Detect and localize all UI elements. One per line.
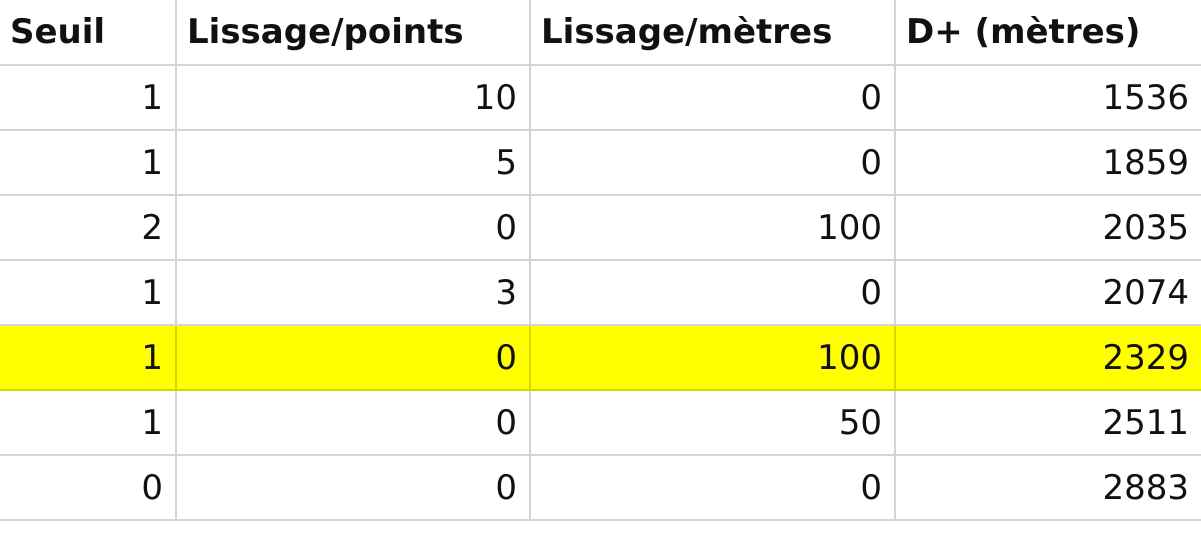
table-row: 1 0 50 2511 <box>0 389 1201 456</box>
cell-lissage-metres[interactable]: 0 <box>529 454 896 521</box>
cell-lissage-metres[interactable]: 0 <box>529 64 896 131</box>
cell-d-plus[interactable]: 1536 <box>894 64 1201 131</box>
cell-lissage-points[interactable]: 0 <box>175 194 531 261</box>
cell-seuil[interactable]: 1 <box>0 259 177 326</box>
cell-lissage-metres[interactable]: 100 <box>529 194 896 261</box>
cell-d-plus[interactable]: 2511 <box>894 389 1201 456</box>
table-row: 0 0 0 2883 <box>0 454 1201 521</box>
cell-lissage-points[interactable]: 0 <box>175 454 531 521</box>
cell-lissage-points[interactable]: 0 <box>175 389 531 456</box>
cell-seuil[interactable]: 1 <box>0 129 177 196</box>
table-row: 2 0 100 2035 <box>0 194 1201 261</box>
cell-lissage-points[interactable]: 5 <box>175 129 531 196</box>
table-row: 1 5 0 1859 <box>0 129 1201 196</box>
cell-lissage-points[interactable]: 0 <box>175 324 531 391</box>
cell-lissage-points[interactable]: 3 <box>175 259 531 326</box>
header-cell-lissage-metres[interactable]: Lissage/mètres <box>529 0 896 66</box>
header-cell-d-plus[interactable]: D+ (mètres) <box>894 0 1201 66</box>
cell-d-plus[interactable]: 2329 <box>894 324 1201 391</box>
spreadsheet-table: Seuil Lissage/points Lissage/mètres D+ (… <box>0 0 1201 521</box>
cell-seuil[interactable]: 1 <box>0 324 177 391</box>
cell-lissage-metres[interactable]: 100 <box>529 324 896 391</box>
table-row: 1 10 0 1536 <box>0 64 1201 131</box>
cell-d-plus[interactable]: 2883 <box>894 454 1201 521</box>
table-row-highlighted: 1 0 100 2329 <box>0 324 1201 391</box>
cell-lissage-points[interactable]: 10 <box>175 64 531 131</box>
cell-d-plus[interactable]: 2035 <box>894 194 1201 261</box>
cell-d-plus[interactable]: 2074 <box>894 259 1201 326</box>
cell-lissage-metres[interactable]: 0 <box>529 259 896 326</box>
cell-lissage-metres[interactable]: 50 <box>529 389 896 456</box>
cell-seuil[interactable]: 1 <box>0 389 177 456</box>
header-cell-lissage-points[interactable]: Lissage/points <box>175 0 531 66</box>
header-cell-seuil[interactable]: Seuil <box>0 0 177 66</box>
cell-seuil[interactable]: 0 <box>0 454 177 521</box>
cell-seuil[interactable]: 1 <box>0 64 177 131</box>
table-row: 1 3 0 2074 <box>0 259 1201 326</box>
cell-lissage-metres[interactable]: 0 <box>529 129 896 196</box>
cell-seuil[interactable]: 2 <box>0 194 177 261</box>
header-row: Seuil Lissage/points Lissage/mètres D+ (… <box>0 0 1201 66</box>
cell-d-plus[interactable]: 1859 <box>894 129 1201 196</box>
